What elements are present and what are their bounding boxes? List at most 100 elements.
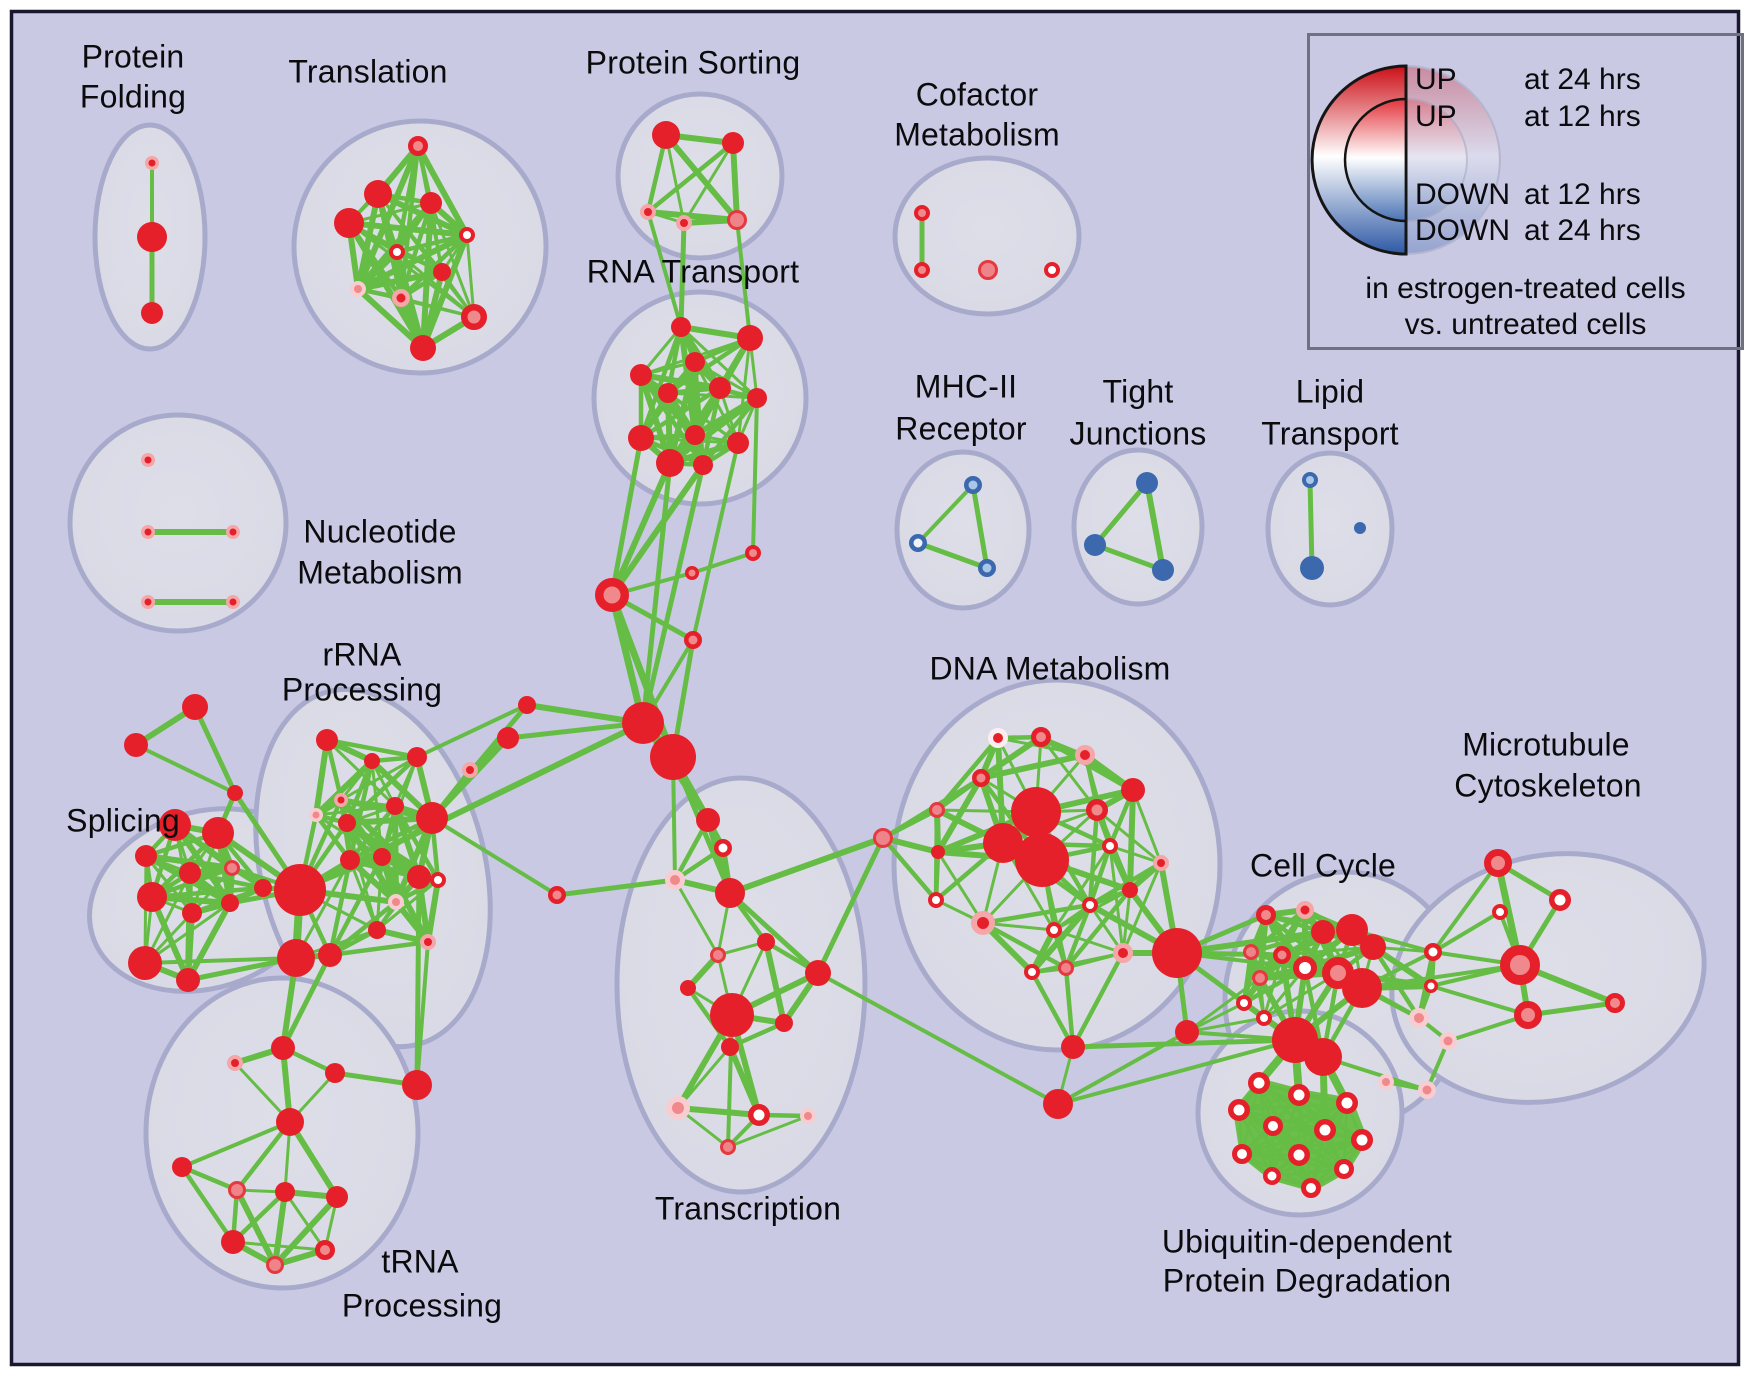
edge-cc: [1280, 945, 1375, 957]
edge-rt: [700, 395, 760, 468]
node-dm-5: [929, 802, 945, 818]
edge-tr: [420, 269, 445, 351]
edge-dm: [978, 752, 1088, 781]
node-pf-1: [137, 222, 167, 252]
node-tx-3: [548, 886, 566, 904]
node-conn-4: [622, 702, 664, 744]
node-tn-4: [172, 1157, 192, 1177]
node-cc-18: [1175, 1020, 1199, 1044]
node-conn-1: [685, 566, 699, 580]
cluster-ellipse-transcription: [614, 775, 868, 1195]
edge-cc:16-mc:5: [1429, 984, 1530, 1017]
node-rt-1: [737, 325, 763, 351]
node-ub-1: [1288, 1084, 1310, 1106]
edge-tr: [355, 249, 400, 292]
edge-dm: [880, 835, 939, 903]
edge-tn: [287, 1119, 340, 1200]
edge-dm: [1127, 787, 1136, 893]
node-tx-1: [714, 839, 732, 857]
node-conn-5: [650, 734, 696, 780]
node-dm-19: [1024, 964, 1040, 980]
edge-mh:1-mh:2: [915, 540, 990, 571]
node-tr-0: [408, 136, 428, 156]
node-tn-6: [275, 1182, 295, 1202]
edge-dm: [1087, 843, 1113, 908]
edge-tri:1-tri:2: [134, 743, 237, 795]
edge-rr: [345, 821, 379, 932]
edge-dm:24-cc:13: [1056, 1038, 1297, 1106]
edge-rr: [313, 737, 330, 818]
nodes: [124, 121, 1625, 1274]
node-rt-7: [685, 425, 705, 445]
edge-rt:8-conn:0: [609, 435, 644, 598]
edge-lt:0-lt:1: [1307, 477, 1315, 571]
edge-tx: [763, 939, 787, 1026]
node-cf-3: [1044, 262, 1060, 278]
edge-tn: [230, 1189, 288, 1245]
node-rr-18: [402, 1070, 432, 1100]
edge-tx:4-dm:0: [727, 835, 886, 896]
node-rr-14: [430, 872, 446, 888]
edge-tj:0-tj:1: [1092, 480, 1150, 548]
node-tri-0: [182, 694, 208, 720]
edge-tx:8-dm:0: [815, 835, 886, 976]
edge-rt:9-conn:3: [691, 441, 740, 642]
edge-ub: [1240, 1128, 1327, 1156]
edge-tr: [355, 232, 470, 292]
node-dm-22: [1152, 928, 1202, 978]
node-cc-4: [1360, 934, 1386, 960]
edge-rr: [327, 857, 353, 958]
node-rt-10: [656, 449, 684, 477]
node-tr-10: [410, 335, 436, 361]
cluster-ellipse-mhc-ii-receptor: [894, 449, 1032, 611]
node-cf-1: [914, 262, 930, 278]
node-conn-7: [497, 727, 519, 749]
node-rr-1: [364, 753, 380, 769]
node-mc-4: [1605, 993, 1625, 1013]
node-tr-2: [420, 192, 442, 214]
node-dm-23: [1061, 1035, 1085, 1059]
node-tn-5: [228, 1181, 246, 1199]
node-ub-7: [1232, 1144, 1252, 1164]
edge-ps:4-rt:1: [735, 218, 752, 340]
node-conn-0: [595, 578, 629, 612]
node-tr-9: [461, 304, 487, 330]
node-rt-2: [685, 352, 705, 372]
node-ub-3: [1228, 1099, 1250, 1121]
node-rt-0: [671, 317, 691, 337]
node-nm-4: [226, 595, 240, 609]
edge-rt:11-conn:4: [640, 462, 706, 726]
node-tx-6: [710, 947, 726, 963]
node-cc-7: [1293, 956, 1317, 980]
edge-rt:11-conn:0: [609, 462, 706, 598]
legend-direction-label: DOWN: [1415, 178, 1510, 211]
edge-dm: [1108, 844, 1125, 955]
node-dm-1: [988, 728, 1008, 748]
node-rr-10: [407, 865, 431, 889]
edge-tx:12-tx:13: [675, 1105, 762, 1118]
node-rt-8: [628, 425, 654, 451]
edge-ub: [1270, 1167, 1346, 1178]
node-cc-15: [1424, 943, 1442, 961]
node-tr-8: [392, 289, 410, 307]
node-cc-1: [1296, 901, 1314, 919]
edge-sp:9-rr:12: [143, 956, 298, 965]
edge-sp: [187, 870, 266, 891]
node-sp-8: [254, 879, 272, 897]
node-rt-9: [727, 432, 749, 454]
node-ub-4: [1263, 1116, 1283, 1136]
node-cc-17: [1409, 1008, 1429, 1028]
node-conn-3: [684, 631, 702, 649]
node-tj-0: [1136, 472, 1158, 494]
node-tr-1: [364, 180, 392, 208]
edge-dm: [1063, 965, 1076, 1050]
node-rr-16: [420, 934, 436, 950]
edge-ub: [1270, 1138, 1364, 1178]
node-rr-9: [373, 848, 391, 866]
node-mc-3: [1500, 945, 1540, 985]
edge-rr:2-conn:6: [415, 703, 529, 759]
edge-ps: [645, 140, 736, 215]
edge-dm: [1063, 887, 1133, 971]
node-sp-1: [202, 817, 234, 849]
node-ub-6: [1351, 1129, 1373, 1151]
